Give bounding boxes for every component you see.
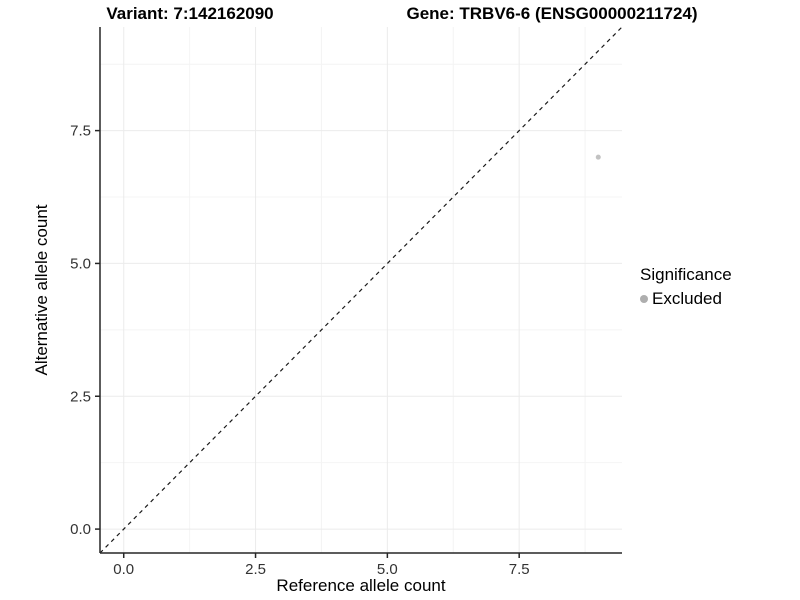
y-axis-title: Alternative allele count [32, 204, 51, 376]
legend: Significance Excluded [640, 263, 732, 311]
y-tick-label: 5.0 [70, 255, 91, 272]
x-tick-label: 7.5 [509, 561, 530, 578]
gene-title: Gene: TRBV6-6 (ENSG00000211724) [406, 4, 698, 23]
y-tick-label: 7.5 [70, 123, 91, 140]
variant-title: Variant: 7:142162090 [106, 4, 274, 23]
x-tick-label: 5.0 [377, 561, 398, 578]
x-axis-title: Reference allele count [276, 576, 446, 595]
data-point [595, 154, 601, 160]
x-tick-label: 0.0 [113, 561, 134, 578]
legend-title: Significance [640, 265, 732, 284]
y-tick-label: 0.0 [70, 521, 91, 538]
x-tick-label: 2.5 [245, 561, 266, 578]
legend-entry-label: Excluded [652, 289, 722, 308]
legend-entry-excluded: Excluded [640, 287, 732, 311]
identity-line [99, 26, 623, 554]
y-tick-label: 2.5 [70, 388, 91, 405]
legend-key-dot-icon [640, 295, 648, 303]
